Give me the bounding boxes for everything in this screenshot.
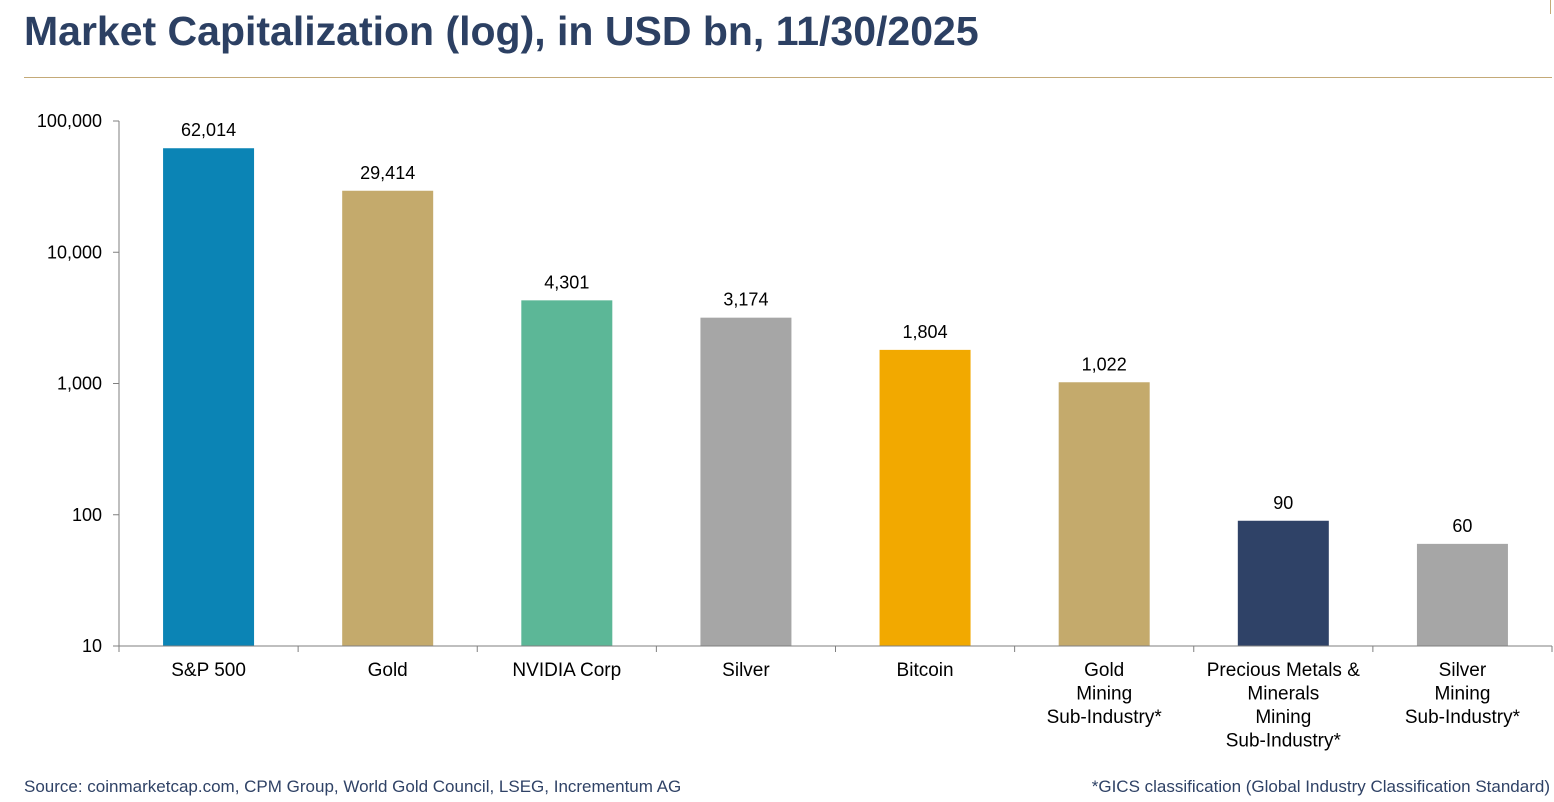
bar (1237, 520, 1329, 646)
y-tick-label: 10,000 (47, 242, 102, 262)
value-label: 1,804 (903, 322, 948, 342)
x-category-label-line: Sub-Industry* (1047, 707, 1163, 728)
y-tick-label: 100,000 (37, 111, 102, 131)
x-category-label-line: Silver (1439, 660, 1487, 681)
y-tick-label: 1,000 (57, 374, 102, 394)
x-category-label-line: Sub-Industry* (1226, 731, 1342, 752)
y-axis-ticks: 10 100 1,000 10,000 100,000 (37, 111, 119, 656)
bar-chart: 10 100 1,000 10,000 100,000 62,014 29,414 4,30… (37, 111, 1553, 752)
value-label: 29,414 (360, 163, 415, 183)
x-category-label-line: Gold (368, 660, 408, 681)
title-divider (24, 77, 1552, 78)
x-category-label-line: NVIDIA Corp (512, 660, 621, 681)
bar (1416, 543, 1508, 646)
x-category-label-line: Mining (1076, 684, 1132, 705)
value-label: 4,301 (544, 272, 589, 292)
x-category-label-line: S&P 500 (171, 660, 246, 681)
x-category-label: Gold Mining Sub-Industry* (1047, 660, 1163, 728)
x-category-label: Silver Mining Sub-Industry* (1405, 660, 1521, 728)
value-label: 90 (1273, 493, 1293, 513)
value-labels: 62,014 29,414 4,301 3,174 1,804 1,022 90 60 (181, 120, 1472, 536)
x-category-label-line: Mining (1255, 707, 1311, 728)
corner-divider (1550, 0, 1551, 14)
x-category-label: Gold (368, 660, 408, 681)
x-category-label: Precious Metals & Minerals Mining Sub-Indus… (1207, 660, 1360, 752)
x-category-label: Bitcoin (897, 660, 954, 681)
y-tick-label: 100 (72, 505, 102, 525)
bar (521, 300, 613, 646)
y-tick-label: 10 (82, 636, 102, 656)
gics-footnote: *GICS classification (Global Industry Cl… (1091, 777, 1550, 796)
x-category-label-line: Silver (722, 660, 770, 681)
bar (163, 148, 255, 646)
bar (1058, 382, 1150, 646)
x-category-label: NVIDIA Corp (512, 660, 621, 681)
value-label: 3,174 (723, 290, 768, 310)
x-category-label: S&P 500 (171, 660, 246, 681)
x-axis-ticks (118, 646, 1553, 652)
x-axis-labels: S&P 500 Gold NVIDIA Corp Silver Bitcoin Gold M… (171, 660, 1520, 752)
bar (700, 317, 792, 646)
x-category-label-line: Minerals (1247, 684, 1319, 705)
source-note: Source: coinmarketcap.com, CPM Group, Wo… (24, 777, 682, 796)
value-label: 62,014 (181, 120, 236, 140)
chart-title: Market Capitalization (log), in USD bn, … (24, 8, 979, 54)
value-label: 60 (1452, 516, 1472, 536)
x-category-label-line: Mining (1434, 684, 1490, 705)
x-category-label-line: Bitcoin (897, 660, 954, 681)
x-category-label-line: Sub-Industry* (1405, 707, 1521, 728)
bar (879, 349, 971, 646)
value-label: 1,022 (1082, 354, 1127, 374)
x-category-label-line: Gold (1084, 660, 1124, 681)
x-category-label: Silver (722, 660, 770, 681)
x-category-label-line: Precious Metals & (1207, 660, 1360, 681)
bar (342, 190, 434, 647)
bars (163, 148, 1508, 647)
